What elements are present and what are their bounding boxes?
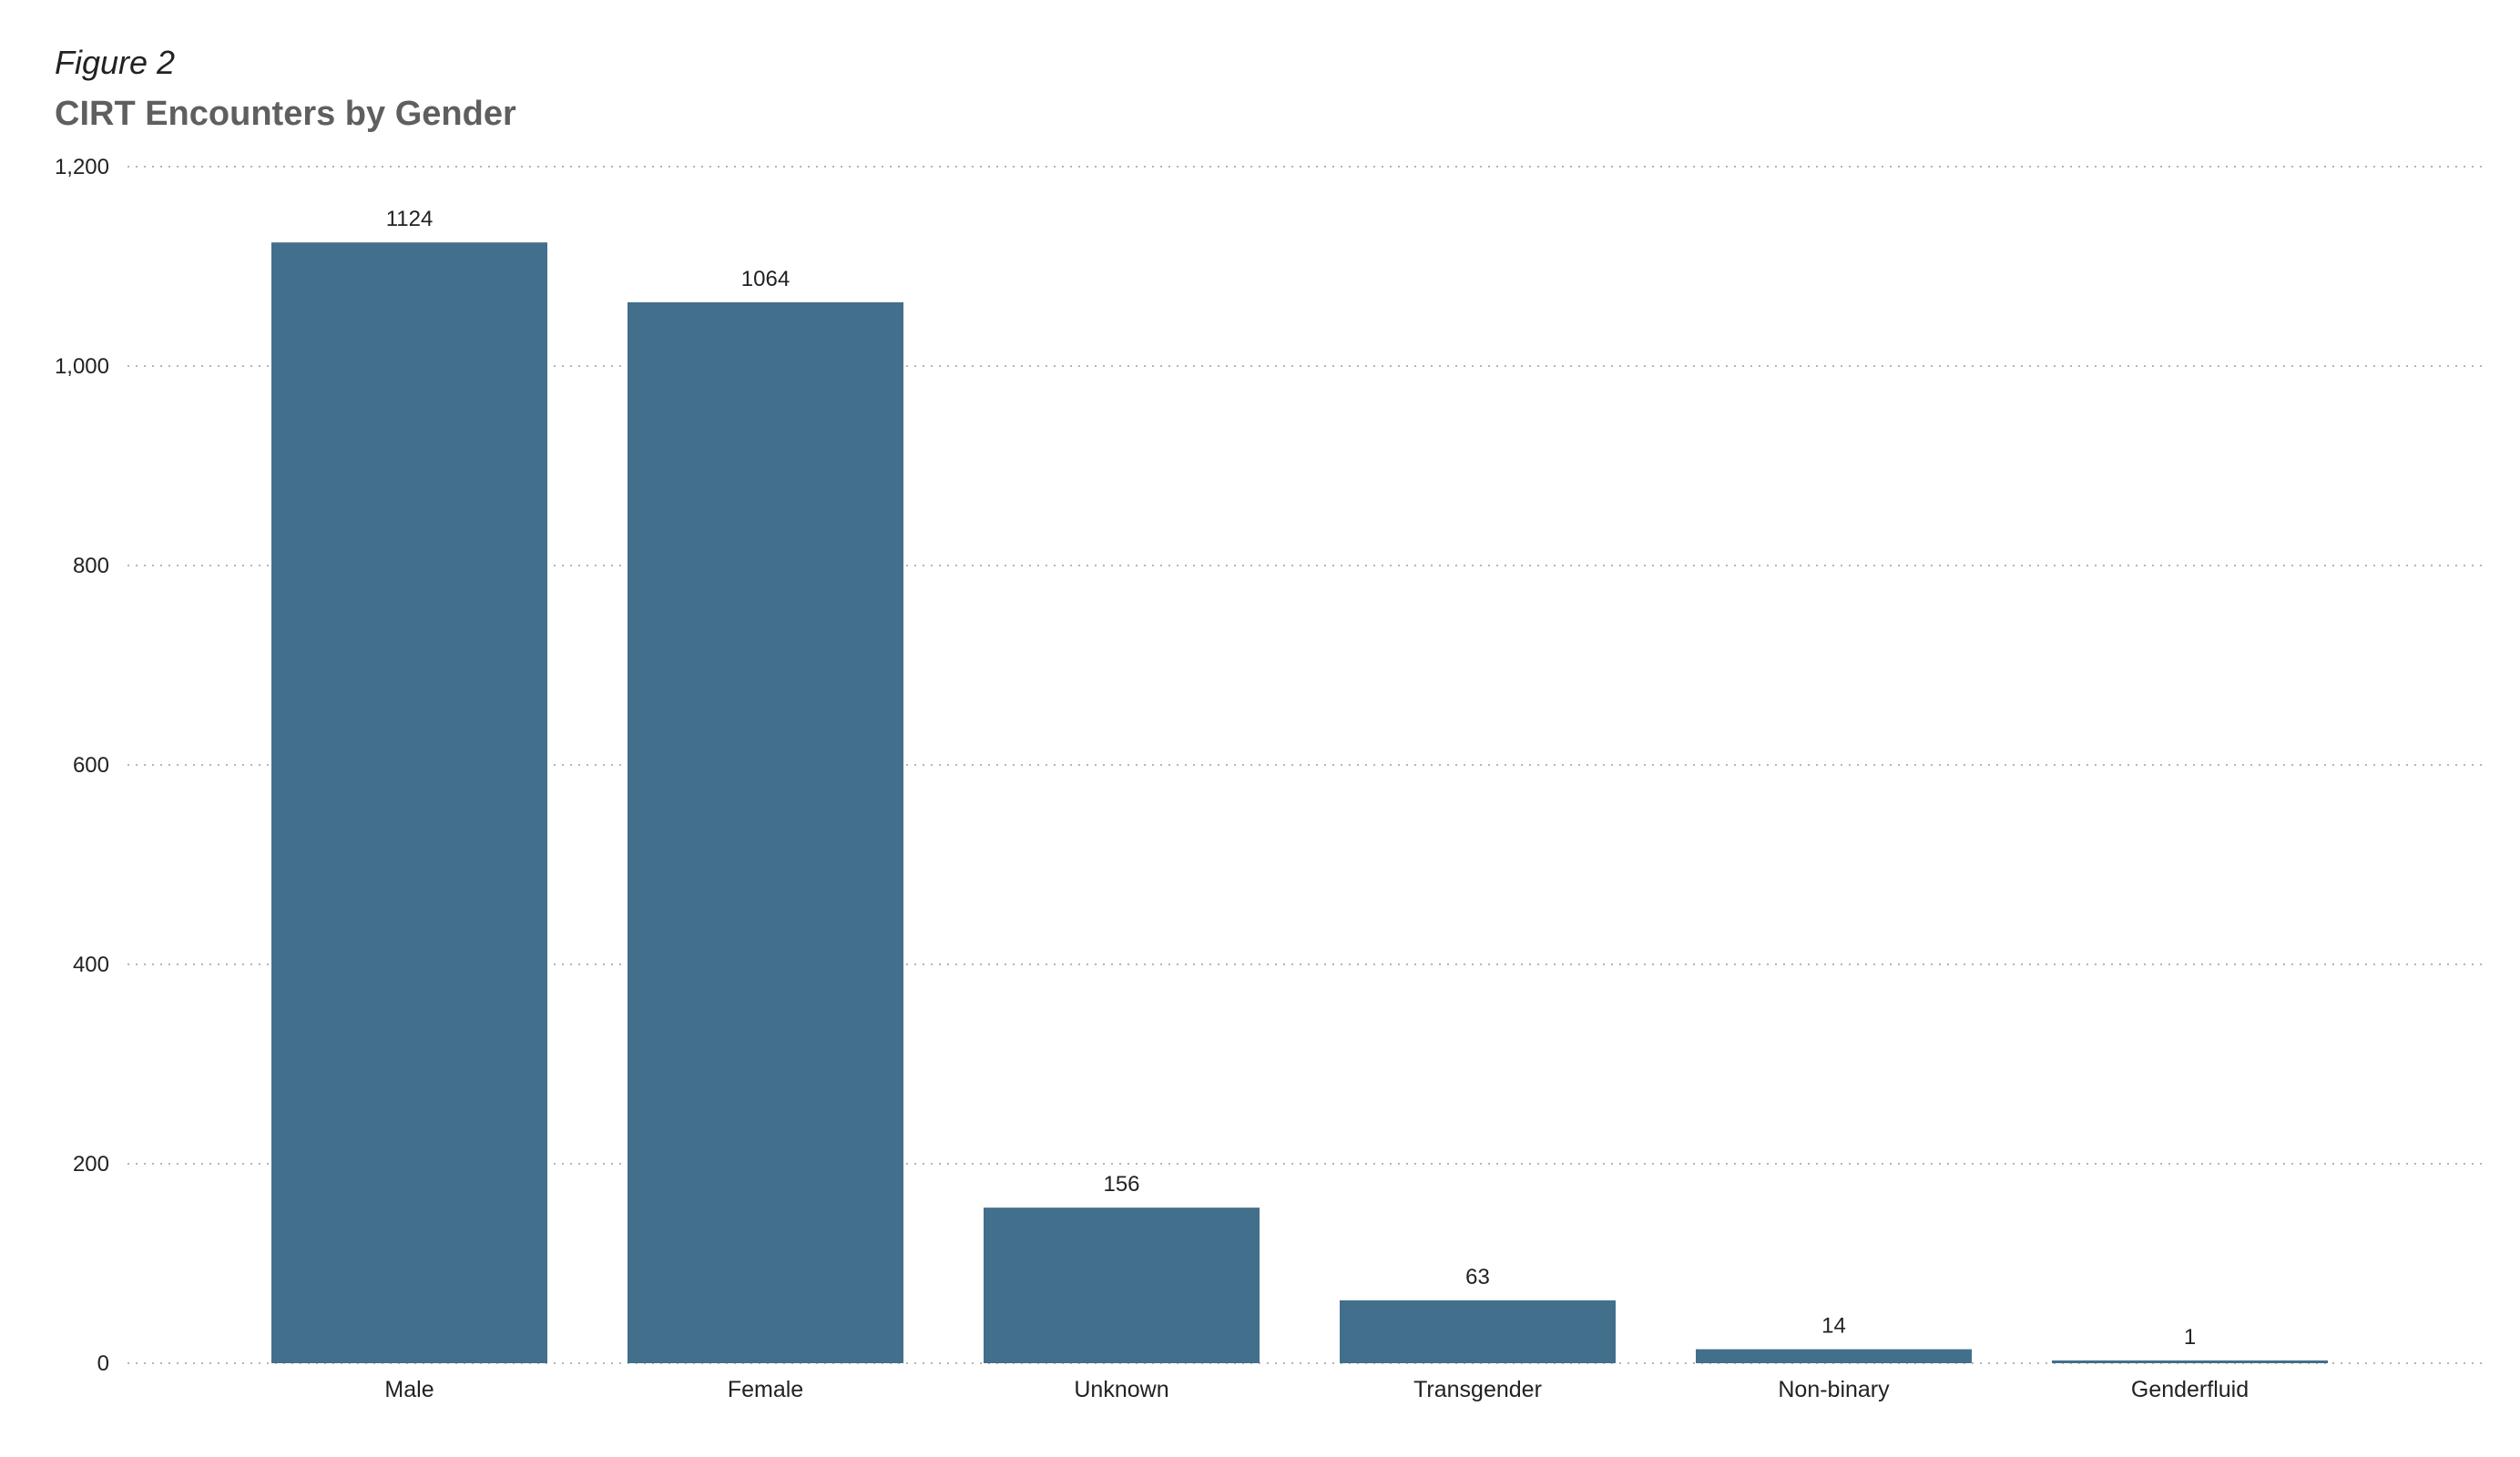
data-label: 1 [2184, 1325, 2196, 1350]
data-label: 63 [1465, 1265, 1490, 1289]
bar-male [271, 242, 547, 1364]
y-tick-label: 600 [73, 753, 109, 778]
x-category-label: Unknown [1074, 1377, 1168, 1402]
x-category-label: Female [728, 1377, 803, 1402]
bar-unknown [984, 1207, 1260, 1363]
data-labels: 1124 1064 156 63 14 1 [386, 207, 2196, 1350]
bars [271, 242, 2328, 1364]
y-tick-label: 200 [73, 1152, 109, 1177]
bar-female [627, 301, 903, 1363]
data-label: 1064 [741, 267, 790, 291]
y-tick-label: 800 [73, 554, 109, 578]
y-tick-label: 0 [97, 1351, 109, 1376]
x-axis-category-labels: Male Female Unknown Transgender Non-binary Ge… [384, 1377, 2249, 1402]
bar-genderfluid [2052, 1360, 2328, 1363]
figure-label: Figure 2 [55, 44, 176, 81]
x-category-label: Male [384, 1377, 434, 1402]
y-axis-tick-labels: 0 200 400 600 800 1,000 1,200 [55, 155, 109, 1376]
y-tick-label: 400 [73, 953, 109, 977]
data-label: 156 [1103, 1172, 1139, 1197]
bar-non-binary [1696, 1349, 1972, 1363]
x-category-label: Non-binary [1778, 1377, 1890, 1402]
bar-transgender [1340, 1300, 1616, 1363]
x-category-label: Transgender [1413, 1377, 1542, 1402]
y-tick-label: 1,200 [55, 155, 109, 179]
data-label: 14 [1821, 1314, 1846, 1339]
data-label: 1124 [386, 207, 434, 231]
x-category-label: Genderfluid [2131, 1377, 2249, 1402]
chart-title: CIRT Encounters by Gender [55, 95, 516, 133]
y-tick-label: 1,000 [55, 354, 109, 379]
